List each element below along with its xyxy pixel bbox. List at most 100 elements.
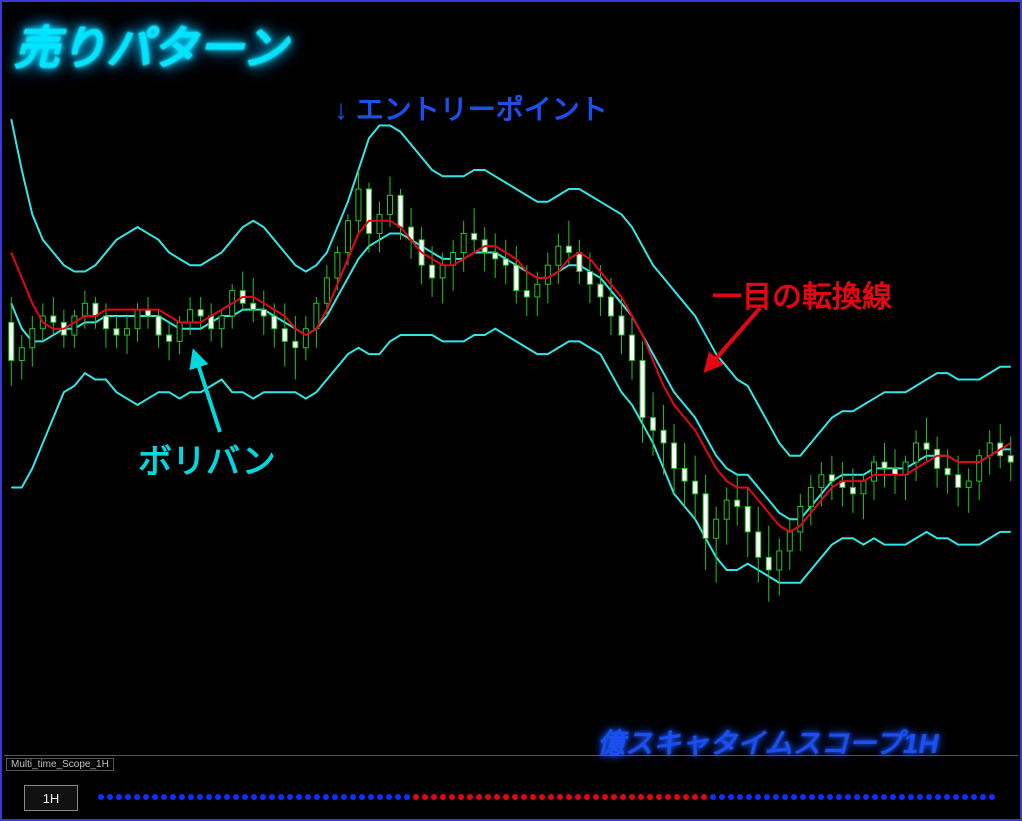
indicator-dot xyxy=(341,794,347,800)
indicator-dot xyxy=(449,794,455,800)
indicator-dot xyxy=(404,794,410,800)
indicator-dots-row xyxy=(98,793,1012,801)
chart-container[interactable]: 売りパターン ↓ エントリーポイント ボリバン 一目の転換線 億スキャタイムスコ… xyxy=(0,0,1022,821)
indicator-dot xyxy=(953,794,959,800)
indicator-dot xyxy=(971,794,977,800)
indicator-dot xyxy=(917,794,923,800)
indicator-dot xyxy=(206,794,212,800)
indicator-dot xyxy=(557,794,563,800)
indicator-dot xyxy=(836,794,842,800)
indicator-dot xyxy=(269,794,275,800)
indicator-dot xyxy=(791,794,797,800)
indicator-dot xyxy=(611,794,617,800)
indicator-dot xyxy=(125,794,131,800)
indicator-dot xyxy=(863,794,869,800)
indicator-dot xyxy=(584,794,590,800)
indicator-dot xyxy=(566,794,572,800)
bollinger-label: ボリバン xyxy=(138,434,276,483)
indicator-dot xyxy=(395,794,401,800)
indicator-dot xyxy=(503,794,509,800)
indicator-dot xyxy=(818,794,824,800)
indicator-dot xyxy=(467,794,473,800)
indicator-dot xyxy=(782,794,788,800)
indicator-dot xyxy=(746,794,752,800)
indicator-dot xyxy=(656,794,662,800)
indicator-dot xyxy=(413,794,419,800)
indicator-dot xyxy=(638,794,644,800)
indicator-dot xyxy=(737,794,743,800)
indicator-dot xyxy=(944,794,950,800)
indicator-dot xyxy=(719,794,725,800)
indicator-dot xyxy=(98,794,104,800)
indicator-dot xyxy=(215,794,221,800)
indicator-dot xyxy=(485,794,491,800)
indicator-dot xyxy=(377,794,383,800)
indicator-dot xyxy=(512,794,518,800)
timeframe-button[interactable]: 1H xyxy=(24,785,78,811)
indicator-dot xyxy=(260,794,266,800)
indicator-dot xyxy=(305,794,311,800)
indicator-dot xyxy=(620,794,626,800)
indicator-dot xyxy=(422,794,428,800)
entry-point-text: エントリーポイント xyxy=(356,94,608,125)
indicator-dot xyxy=(314,794,320,800)
indicator-dot xyxy=(323,794,329,800)
indicator-dot xyxy=(800,794,806,800)
title-label: 売りパターン xyxy=(14,12,288,78)
indicator-name-label: Multi_time_Scope_1H xyxy=(6,758,114,771)
indicator-dot xyxy=(764,794,770,800)
indicator-dot xyxy=(935,794,941,800)
indicator-dot xyxy=(827,794,833,800)
indicator-dot xyxy=(368,794,374,800)
indicator-dot xyxy=(962,794,968,800)
indicator-dot xyxy=(359,794,365,800)
indicator-dot xyxy=(890,794,896,800)
indicator-dot xyxy=(107,794,113,800)
indicator-dot xyxy=(881,794,887,800)
indicator-dot xyxy=(332,794,338,800)
indicator-dot xyxy=(296,794,302,800)
indicator-dot xyxy=(278,794,284,800)
indicator-dot xyxy=(548,794,554,800)
indicator-dot xyxy=(845,794,851,800)
indicator-dot xyxy=(386,794,392,800)
indicator-dot xyxy=(908,794,914,800)
indicator-dot xyxy=(134,794,140,800)
indicator-dot xyxy=(188,794,194,800)
indicator-dot xyxy=(872,794,878,800)
indicator-dot xyxy=(197,794,203,800)
indicator-dot xyxy=(773,794,779,800)
indicator-dot xyxy=(602,794,608,800)
indicator-dot xyxy=(530,794,536,800)
indicator-dot xyxy=(665,794,671,800)
tenkan-label: 一目の転換線 xyxy=(712,272,892,316)
indicator-dot xyxy=(899,794,905,800)
indicator-dot xyxy=(287,794,293,800)
indicator-dot xyxy=(458,794,464,800)
indicator-dot xyxy=(170,794,176,800)
indicator-dot xyxy=(431,794,437,800)
indicator-dot xyxy=(683,794,689,800)
indicator-dot xyxy=(161,794,167,800)
indicator-dot xyxy=(674,794,680,800)
indicator-dot xyxy=(980,794,986,800)
indicator-dot xyxy=(521,794,527,800)
indicator-dot xyxy=(440,794,446,800)
indicator-dot xyxy=(152,794,158,800)
indicator-dot xyxy=(692,794,698,800)
indicator-dot xyxy=(710,794,716,800)
indicator-dot xyxy=(926,794,932,800)
indicator-dot xyxy=(116,794,122,800)
down-arrow-icon: ↓ xyxy=(334,94,348,125)
indicator-dot xyxy=(224,794,230,800)
indicator-dot xyxy=(629,794,635,800)
indicator-dot xyxy=(728,794,734,800)
indicator-dot xyxy=(350,794,356,800)
indicator-dot xyxy=(494,794,500,800)
indicator-dot xyxy=(575,794,581,800)
indicator-dot xyxy=(809,794,815,800)
indicator-dot xyxy=(647,794,653,800)
indicator-dot xyxy=(854,794,860,800)
indicator-dot xyxy=(755,794,761,800)
indicator-dot xyxy=(143,794,149,800)
